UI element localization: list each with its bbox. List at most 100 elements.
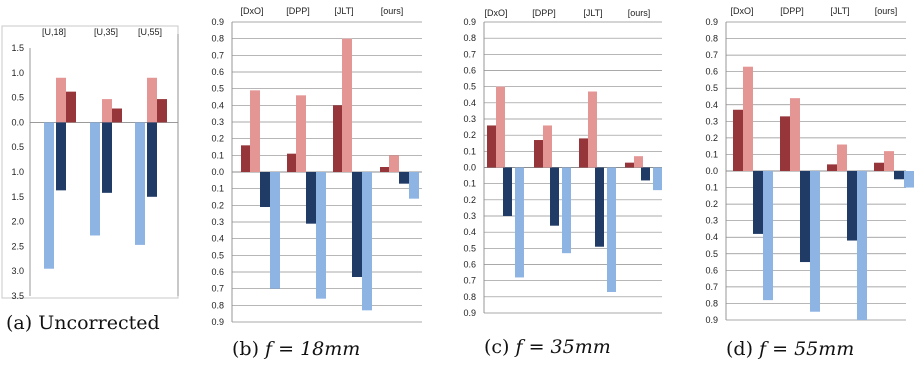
bar (653, 167, 662, 191)
y-tick-label: 0.9 (211, 17, 224, 27)
bar (147, 122, 157, 197)
y-tick-label: 0.2 (705, 199, 718, 209)
bar (562, 167, 571, 254)
caption-a-text: Uncorrected (38, 312, 160, 334)
y-tick-label: 0.5 (211, 250, 224, 260)
bar (342, 38, 352, 172)
y-tick-label: 0.1 (463, 146, 476, 156)
y-tick-label: 0.0 (463, 163, 476, 173)
y-tick-label: 0.6 (211, 67, 224, 77)
y-tick-label: 0.4 (211, 100, 224, 110)
bar (147, 77, 157, 123)
bar (503, 167, 512, 216)
caption-b-label: (b) (232, 338, 259, 360)
y-tick-label: 3.0 (11, 266, 24, 276)
bar (157, 99, 167, 123)
y-tick-label: 0.8 (463, 33, 476, 43)
bar (296, 95, 306, 172)
y-tick-label: 0.5 (705, 83, 718, 93)
bar (362, 172, 372, 311)
bar (270, 172, 280, 289)
caption-d-label: (d) (726, 338, 753, 360)
category-label: [U,18] (42, 27, 66, 37)
bar (112, 108, 122, 123)
y-tick-label: 0.7 (463, 49, 476, 59)
bar (135, 122, 145, 245)
y-tick-label: 0.6 (211, 267, 224, 277)
y-tick-label: 0.3 (211, 117, 224, 127)
y-tick-label: 0.6 (705, 265, 718, 275)
y-tick-label: 0.3 (463, 211, 476, 221)
y-tick-label: 1.0 (11, 68, 24, 78)
y-tick-label: 0.8 (211, 34, 224, 44)
bar (837, 144, 847, 171)
category-label: [DPP] (532, 8, 556, 18)
bar (780, 116, 790, 171)
caption-a-label: (a) (6, 312, 33, 334)
y-tick-label: 0.2 (211, 200, 224, 210)
y-tick-label: 1.5 (11, 192, 24, 202)
y-tick-label: 0.1 (211, 150, 224, 160)
caption-d: (d) f = 55mm (726, 338, 854, 360)
y-tick-label: 0.0 (211, 167, 224, 177)
bar (66, 91, 76, 123)
y-tick-label: 0.5 (211, 84, 224, 94)
bar (810, 171, 820, 312)
bar (634, 156, 643, 168)
bar (44, 122, 54, 269)
bar (595, 167, 604, 247)
y-tick-label: 0.3 (705, 216, 718, 226)
category-label: [DPP] (286, 6, 310, 16)
y-tick-label: 0.6 (705, 67, 718, 77)
bar (409, 172, 419, 199)
bar (487, 125, 496, 168)
bar (641, 167, 650, 181)
y-tick-label: 0.4 (463, 227, 476, 237)
bar (352, 172, 362, 277)
bar (380, 167, 390, 172)
y-tick-label: 0.2 (463, 195, 476, 205)
bar (287, 153, 297, 172)
bar (550, 167, 559, 226)
y-tick-label: 0.1 (463, 179, 476, 189)
bar (588, 91, 597, 168)
y-tick-label: 0.4 (211, 234, 224, 244)
bar (579, 138, 588, 168)
category-label: [JLT] (830, 6, 849, 16)
bar (90, 122, 100, 236)
y-tick-label: 0.3 (705, 116, 718, 126)
y-tick-label: 0.2 (705, 133, 718, 143)
chart-panel-1: 1.5 1.0 0.5 0.0 0.5 1.0 1.5 2.0 2.5 3.0 3.5 [U,18] [… (1, 25, 179, 301)
y-tick-label: 0.7 (211, 50, 224, 60)
y-tick-label: 0.5 (463, 82, 476, 92)
y-tick-label: 0.2 (463, 130, 476, 140)
y-tick-label: 0.7 (463, 276, 476, 286)
y-tick-label: 0.3 (211, 217, 224, 227)
caption-b-math: f = 18mm (265, 338, 361, 360)
category-label: [DxO] (240, 6, 263, 16)
bar (894, 171, 904, 180)
bar (543, 125, 552, 168)
caption-b: (b) f = 18mm (232, 338, 360, 360)
y-tick-label: 0.8 (463, 292, 476, 302)
bar (625, 162, 634, 168)
chart-panel-3: 0.9 0.8 0.7 0.6 0.5 0.4 0.3 0.2 0.1 0.0 0.1 0.2 0.3 0… (463, 8, 662, 318)
y-tick-label: 0.7 (705, 50, 718, 60)
y-tick-label: 1.5 (11, 43, 24, 53)
category-label: [ours] (875, 6, 898, 16)
bar (763, 171, 773, 301)
y-tick-label: 0.8 (705, 34, 718, 44)
y-tick-label: 0.1 (705, 149, 718, 159)
y-tick-label: 0.8 (211, 300, 224, 310)
bar (790, 98, 800, 171)
bar (743, 66, 753, 171)
bar (874, 162, 884, 171)
caption-c: (c) f = 35mm (484, 336, 611, 358)
bar (102, 122, 112, 193)
bar (333, 105, 343, 172)
category-label: [DxO] (484, 8, 507, 18)
y-tick-label: 0.4 (705, 100, 718, 110)
y-tick-label: 3.5 (11, 291, 24, 301)
bar (102, 99, 112, 123)
y-tick-label: 0.1 (211, 184, 224, 194)
